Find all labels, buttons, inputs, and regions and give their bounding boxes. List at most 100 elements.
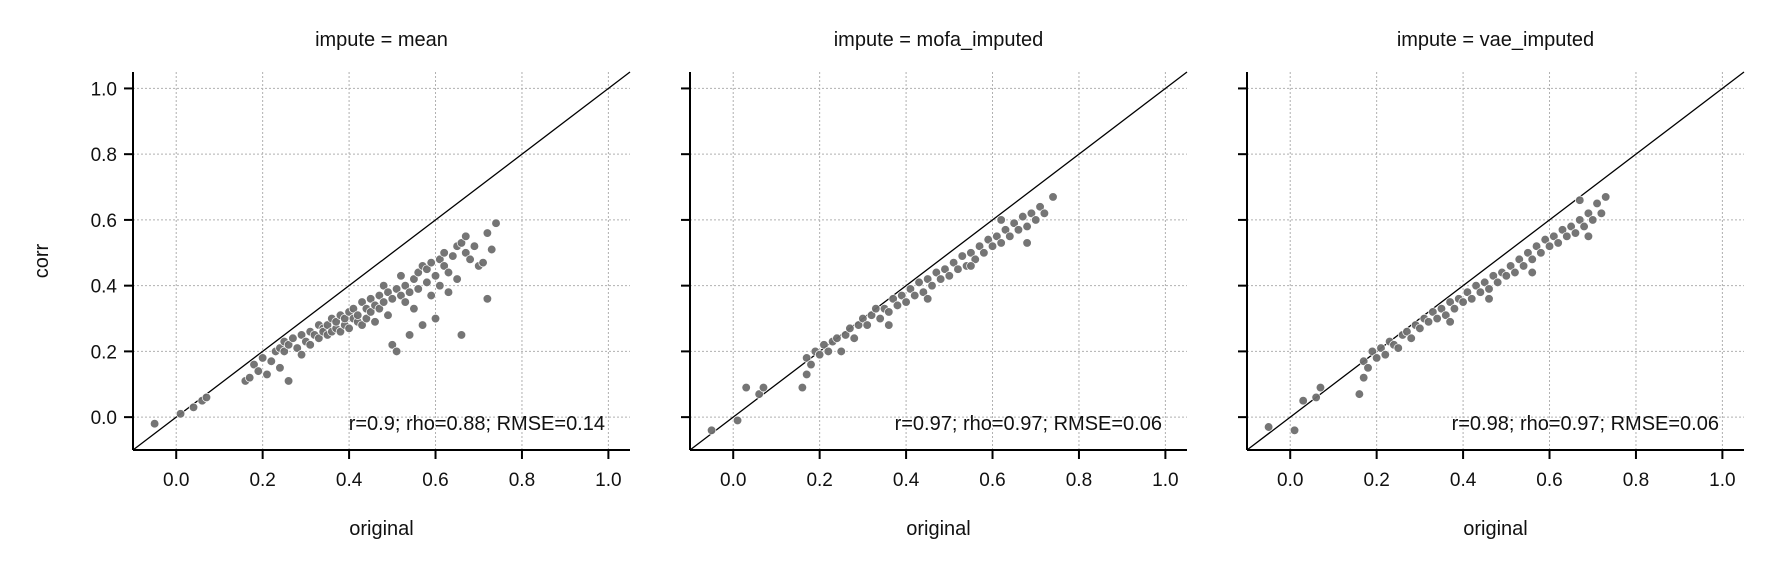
data-point — [374, 290, 384, 301]
data-point — [374, 304, 384, 314]
data-point — [892, 300, 903, 311]
x-axis-label: original — [1463, 518, 1527, 540]
data-point — [435, 254, 445, 265]
data-point — [1428, 307, 1438, 317]
x-tick-label: 0.8 — [1623, 470, 1649, 491]
data-point — [430, 271, 441, 281]
data-point — [357, 320, 367, 330]
data-point — [361, 313, 372, 324]
data-point — [1354, 389, 1365, 399]
data-point — [443, 287, 454, 297]
data-point — [279, 346, 289, 357]
data-point — [1588, 215, 1598, 225]
data-point — [422, 264, 432, 274]
data-point — [404, 287, 415, 297]
data-point — [823, 346, 833, 357]
data-point — [884, 320, 894, 330]
data-point — [914, 277, 924, 288]
data-point — [1376, 343, 1386, 353]
data-point — [456, 238, 467, 248]
data-point — [266, 356, 276, 366]
data-point — [1380, 350, 1390, 360]
data-point — [283, 376, 294, 386]
data-point — [201, 392, 212, 403]
data-point — [1527, 267, 1537, 278]
data-point — [1583, 208, 1594, 218]
data-point — [1449, 304, 1460, 314]
data-point — [1493, 277, 1503, 288]
stats-annotation: r=0.9; rho=0.88; RMSE=0.14 — [349, 413, 605, 435]
data-point — [1575, 215, 1585, 225]
data-point — [1488, 271, 1498, 281]
data-point — [1553, 238, 1563, 248]
data-point — [948, 257, 959, 268]
x-tick-label: 1.0 — [595, 470, 621, 491]
data-point — [1583, 231, 1594, 241]
data-point — [758, 382, 769, 393]
data-point — [957, 251, 967, 261]
data-point — [1022, 221, 1032, 232]
data-point — [927, 281, 937, 291]
data-point — [1549, 231, 1559, 241]
x-tick-label: 0.4 — [893, 470, 920, 491]
data-point — [1402, 327, 1412, 337]
data-point — [439, 261, 449, 271]
data-point — [292, 343, 302, 353]
data-point — [1436, 304, 1447, 314]
data-point — [974, 241, 985, 251]
data-point — [1289, 425, 1300, 435]
data-point — [871, 304, 881, 314]
x-axis-label: original — [349, 518, 413, 540]
data-point — [383, 310, 393, 320]
data-point — [1579, 221, 1589, 232]
data-point — [936, 274, 946, 284]
x-tick-label: 0.0 — [163, 470, 189, 491]
panel-title: impute = vae_imputed — [1397, 29, 1594, 51]
data-point — [970, 254, 980, 265]
data-point — [966, 261, 976, 271]
data-point — [1359, 373, 1369, 383]
data-point — [858, 313, 868, 324]
data-point — [1484, 284, 1494, 294]
data-point — [923, 294, 933, 304]
data-point — [422, 277, 432, 288]
identity-line — [132, 71, 631, 451]
y-axis-label: corr — [31, 243, 53, 278]
data-point — [1544, 241, 1555, 251]
data-point — [875, 313, 885, 324]
x-tick-label: 0.2 — [1363, 470, 1389, 491]
data-point — [1505, 261, 1516, 271]
data-point — [832, 333, 842, 343]
data-point — [1510, 267, 1520, 278]
data-point — [1501, 271, 1511, 281]
data-point — [1458, 297, 1468, 307]
data-point — [296, 330, 307, 340]
data-point — [706, 425, 717, 435]
data-point — [400, 297, 410, 307]
data-point — [1570, 228, 1581, 238]
data-point — [331, 317, 341, 327]
data-point — [439, 248, 449, 258]
data-point — [1523, 248, 1533, 258]
data-point — [1022, 238, 1032, 248]
identity-line — [689, 71, 1188, 451]
panel-3: 0.0 0.2 0.4 0.6 0.8 1.0 impute = vae_imputedor… — [1238, 29, 1745, 540]
data-point — [387, 340, 397, 350]
data-point — [983, 234, 993, 245]
data-point — [1031, 215, 1041, 225]
data-point — [283, 340, 294, 350]
data-point — [396, 271, 406, 281]
data-point — [1445, 297, 1455, 307]
stats-annotation: r=0.97; rho=0.97; RMSE=0.06 — [895, 413, 1162, 435]
data-point — [344, 323, 354, 334]
data-point — [249, 359, 259, 370]
data-point — [897, 290, 907, 301]
data-point — [426, 257, 436, 268]
data-point — [802, 353, 812, 363]
data-point — [1009, 218, 1019, 228]
data-point — [478, 257, 488, 268]
x-tick-label: 0.8 — [509, 470, 535, 491]
data-point — [1432, 313, 1442, 324]
y-tick-label: 0.4 — [91, 277, 118, 298]
